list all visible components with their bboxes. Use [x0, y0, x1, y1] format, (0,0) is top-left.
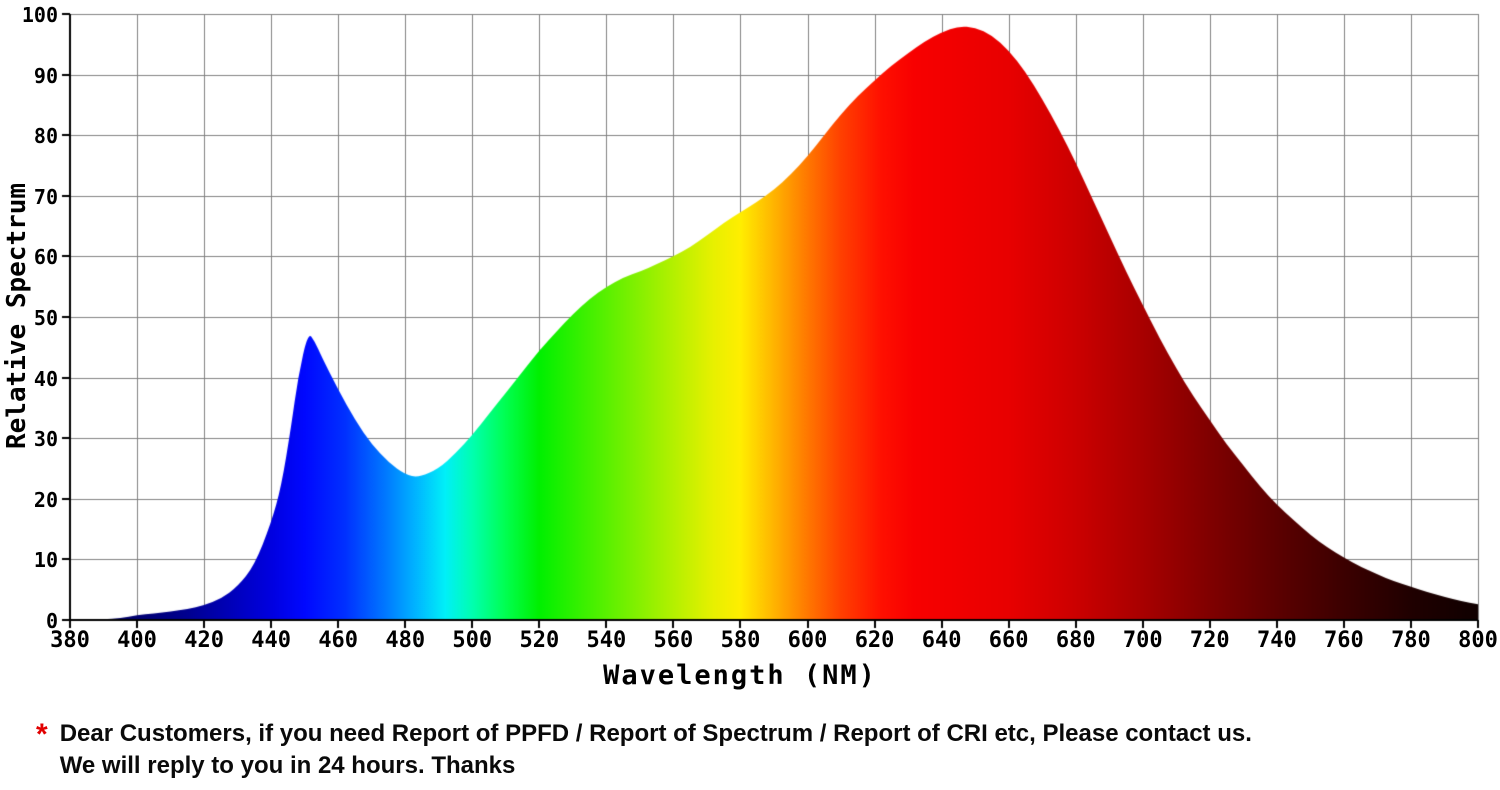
y-tick-label: 50 [33, 306, 58, 330]
asterisk-marker: * [36, 718, 48, 751]
x-tick-label: 540 [586, 628, 627, 653]
x-tick-label: 640 [921, 628, 962, 653]
x-tick-label: 680 [1055, 628, 1096, 653]
x-tick-label: 400 [117, 628, 157, 653]
x-tick-label: 740 [1256, 628, 1297, 653]
spectrum-chart-canvas [0, 0, 1500, 700]
y-tick-label: 40 [33, 366, 58, 391]
x-tick-label: 580 [720, 628, 761, 653]
footnote-text: Dear Customers, if you need Report of PP… [60, 718, 1252, 782]
y-tick-label: 100 [21, 3, 58, 27]
x-tick-label: 760 [1324, 628, 1364, 653]
y-tick-label: 20 [33, 487, 58, 512]
y-tick-label: 0 [45, 609, 58, 633]
x-tick-label: 620 [854, 628, 895, 653]
y-tick-label: 60 [33, 245, 58, 270]
x-tick-label: 440 [251, 628, 292, 653]
x-tick-label: 460 [318, 628, 359, 653]
x-tick-label: 700 [1122, 628, 1163, 653]
y-tick-label: 70 [33, 184, 58, 209]
x-tick-label: 480 [385, 628, 426, 653]
x-tick-label: 800 [1458, 628, 1498, 653]
y-tick-label: 80 [33, 124, 58, 149]
y-tick-label: 10 [33, 548, 58, 573]
x-tick-label: 380 [50, 628, 90, 653]
footnote-line1: Dear Customers, if you need Report of PP… [59, 720, 1252, 747]
x-tick-label: 660 [988, 628, 1029, 653]
y-tick-label: 30 [33, 427, 58, 452]
x-tick-label: 780 [1391, 628, 1431, 653]
x-tick-label: 500 [452, 628, 493, 653]
x-tick-label: 560 [653, 628, 694, 653]
footnote: * Dear Customers, if you need Report of … [36, 718, 1486, 782]
x-axis-title: Wavelength (NM) [603, 660, 877, 691]
x-tick-label: 520 [519, 628, 560, 653]
footnote-line2: We will reply to you in 24 hours. Thanks [59, 752, 516, 779]
y-tick-label: 90 [33, 63, 58, 88]
x-tick-label: 420 [184, 628, 224, 653]
x-tick-label: 600 [787, 628, 828, 653]
x-tick-label: 720 [1189, 628, 1230, 653]
